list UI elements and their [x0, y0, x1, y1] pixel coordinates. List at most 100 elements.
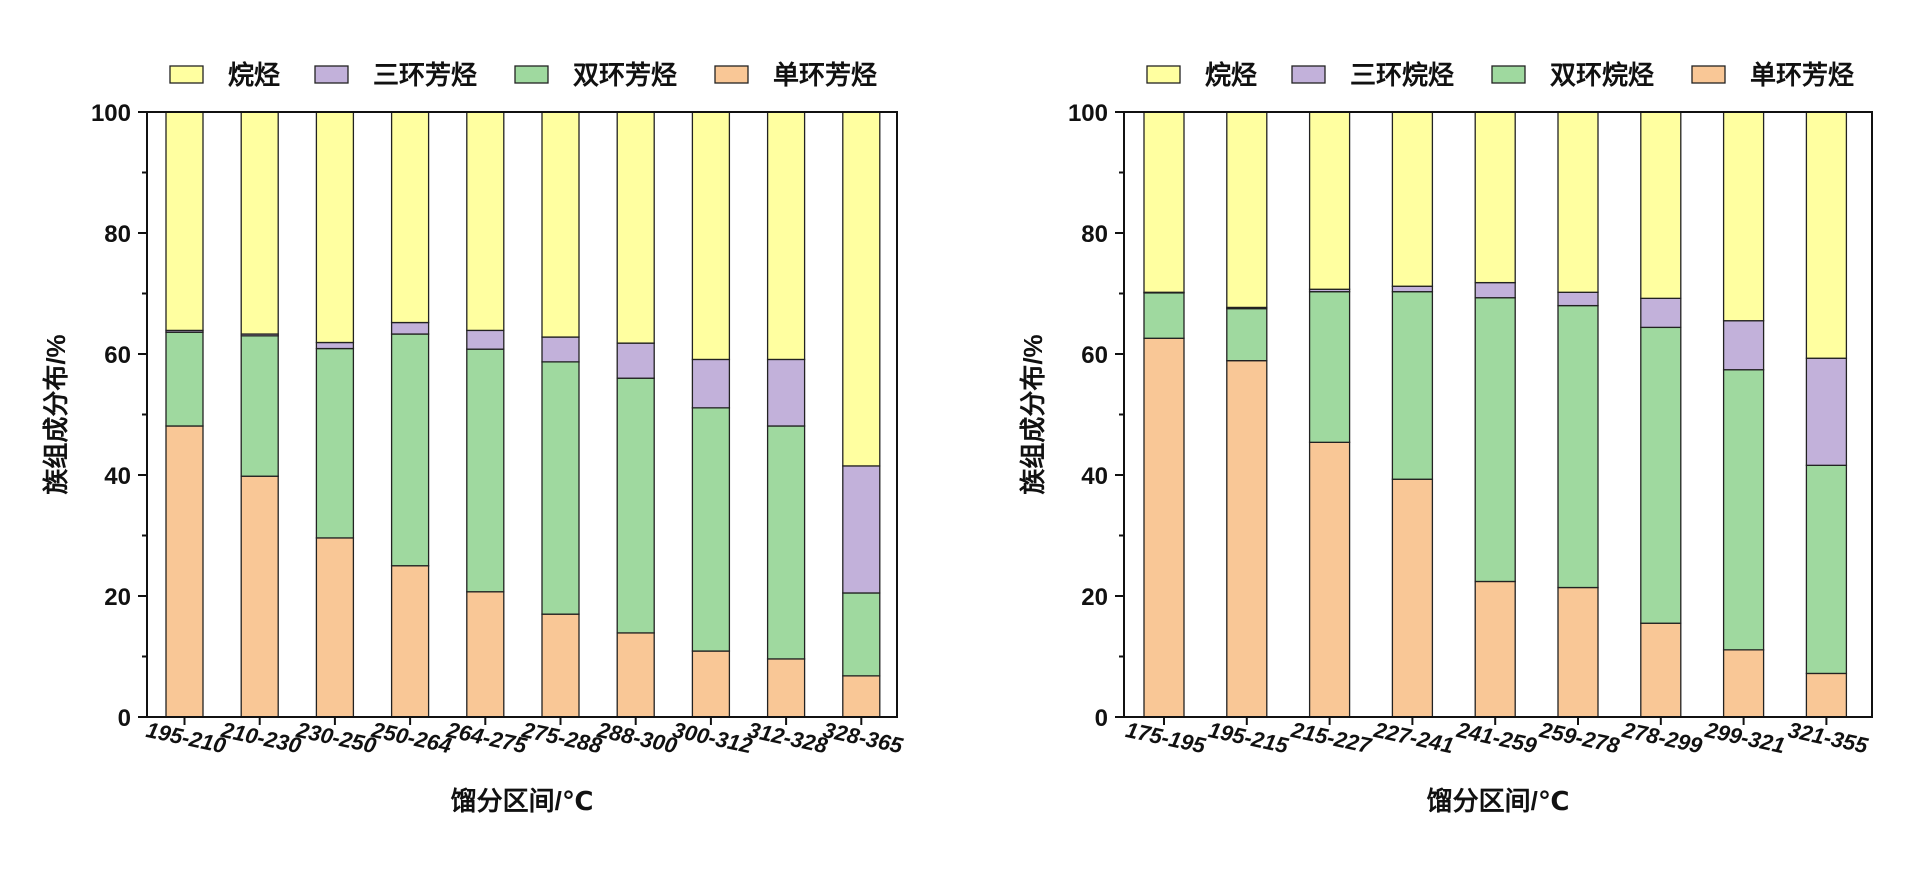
legend-label-tricyclic: 三环烷烃 — [1350, 60, 1454, 90]
y-tick-label: 0 — [1095, 705, 1108, 732]
bar-bicyclic-278-299 — [1640, 326, 1682, 624]
y-tick-label: 40 — [104, 463, 131, 490]
bar-alkanes-259-278 — [1557, 111, 1599, 293]
bar-tricyclic-259-278 — [1557, 291, 1599, 307]
bar-tricyclic-299-321 — [1722, 320, 1765, 371]
x-tick-label: 299-321 — [1702, 717, 1787, 758]
bar-bicyclic-288-300 — [616, 377, 655, 634]
bar-monocyclic-321-355 — [1805, 672, 1848, 718]
x-tick-label: 321-355 — [1786, 717, 1871, 758]
bar-tricyclic-288-300 — [616, 342, 655, 379]
bar-tricyclic-264-275 — [466, 329, 505, 350]
bar-tricyclic-328-365 — [842, 465, 881, 594]
y-tick-label: 20 — [104, 584, 131, 611]
bar-bicyclic-195-215 — [1226, 307, 1268, 362]
bar-monocyclic-299-321 — [1722, 649, 1765, 718]
y-axis-title: 族组成分布/% — [1018, 334, 1048, 494]
right-chart: 175-195195-215215-227227-241241-259259-2… — [1018, 60, 1873, 816]
legend-swatch-tricyclic — [1291, 65, 1326, 84]
legend-label-monocyclic: 单环芳烃 — [773, 60, 877, 90]
legend-swatch-monocyclic — [714, 65, 749, 84]
bar-monocyclic-312-328 — [766, 658, 806, 718]
bar-alkanes-215-227 — [1308, 111, 1351, 290]
x-tick-label: 215-227 — [1288, 717, 1375, 759]
bar-bicyclic-300-312 — [691, 407, 731, 652]
y-tick-label: 60 — [104, 342, 131, 369]
bar-bicyclic-264-275 — [466, 348, 505, 593]
x-tick-label: 275-288 — [519, 717, 605, 759]
bar-tricyclic-321-355 — [1805, 357, 1848, 466]
bar-alkanes-299-321 — [1722, 111, 1765, 322]
bar-bicyclic-250-264 — [390, 333, 430, 567]
x-tick-label: 259-278 — [1536, 717, 1622, 759]
x-tick-label: 328-365 — [821, 717, 906, 758]
bar-monocyclic-250-264 — [390, 565, 430, 718]
bar-monocyclic-175-195 — [1143, 337, 1185, 718]
bar-bicyclic-195-210 — [165, 331, 204, 427]
bar-tricyclic-278-299 — [1640, 297, 1682, 329]
bar-bicyclic-275-288 — [541, 361, 580, 615]
legend-label-bicyclic: 双环芳烃 — [573, 60, 677, 90]
bar-bicyclic-328-365 — [842, 592, 881, 677]
legend-label-bicyclic: 双环烷烃 — [1550, 60, 1654, 90]
bar-alkanes-210-230 — [240, 111, 279, 335]
legend-swatch-monocyclic — [1691, 65, 1726, 84]
bar-alkanes-195-215 — [1226, 111, 1268, 309]
bar-monocyclic-210-230 — [240, 475, 279, 718]
bar-monocyclic-227-241 — [1391, 478, 1434, 718]
bar-monocyclic-215-227 — [1308, 441, 1351, 718]
x-tick-label: 195-210 — [144, 717, 229, 758]
y-tick-label: 100 — [91, 100, 131, 127]
legend: 烷烃 三环烷烃 双环烷烃 单环芳烃 — [1146, 60, 1854, 90]
bar-monocyclic-195-215 — [1226, 360, 1268, 718]
y-tick-label: 80 — [104, 221, 131, 248]
bar-bicyclic-210-230 — [240, 335, 279, 477]
x-tick-label: 210-230 — [218, 717, 304, 759]
bar-monocyclic-328-365 — [842, 675, 881, 718]
y-tick-label: 100 — [1068, 100, 1108, 127]
legend-swatch-alkanes — [1146, 65, 1181, 84]
bar-monocyclic-195-210 — [165, 425, 204, 718]
bar-tricyclic-275-288 — [541, 336, 580, 363]
y-axis-title: 族组成分布/% — [41, 334, 71, 494]
bar-alkanes-195-210 — [165, 111, 204, 332]
x-tick-label: 264-275 — [444, 717, 530, 759]
x-axis-title: 馏分区间/℃ — [451, 786, 594, 816]
bar-bicyclic-299-321 — [1722, 369, 1765, 651]
y-tick-label: 60 — [1081, 342, 1108, 369]
legend-swatch-tricyclic — [314, 65, 349, 84]
x-tick-label: 241-259 — [1454, 717, 1540, 759]
x-tick-label: 175-195 — [1123, 717, 1208, 758]
bar-bicyclic-227-241 — [1391, 291, 1434, 480]
bar-alkanes-312-328 — [766, 111, 806, 361]
bar-monocyclic-259-278 — [1557, 586, 1599, 718]
bar-alkanes-288-300 — [616, 111, 655, 344]
legend-label-alkanes: 烷烃 — [1205, 60, 1257, 90]
bar-bicyclic-215-227 — [1308, 291, 1351, 443]
bar-monocyclic-241-259 — [1474, 580, 1516, 718]
bar-alkanes-328-365 — [842, 111, 881, 467]
y-tick-label: 80 — [1081, 221, 1108, 248]
bar-monocyclic-278-299 — [1640, 622, 1682, 718]
y-tick-label: 40 — [1081, 463, 1108, 490]
legend-label-alkanes: 烷烃 — [228, 60, 280, 90]
bar-bicyclic-241-259 — [1474, 297, 1516, 583]
bar-tricyclic-312-328 — [766, 358, 806, 427]
bar-bicyclic-321-355 — [1805, 464, 1848, 675]
bar-bicyclic-259-278 — [1557, 304, 1599, 589]
bar-tricyclic-241-259 — [1474, 281, 1516, 299]
legend-swatch-bicyclic — [514, 65, 549, 84]
y-tick-label: 0 — [118, 705, 131, 732]
legend-swatch-alkanes — [169, 65, 204, 84]
x-tick-label: 288-300 — [594, 717, 680, 759]
x-tick-label: 195-215 — [1206, 717, 1291, 758]
legend-label-monocyclic: 单环芳烃 — [1750, 60, 1854, 90]
left-chart: 195-210210-230230-250250-264264-275275-2… — [41, 60, 906, 816]
x-axis-title: 馏分区间/℃ — [1427, 786, 1570, 816]
bar-bicyclic-175-195 — [1143, 292, 1185, 339]
bar-alkanes-275-288 — [541, 111, 580, 338]
bar-alkanes-321-355 — [1805, 111, 1848, 359]
bar-monocyclic-288-300 — [616, 632, 655, 718]
bar-alkanes-241-259 — [1474, 111, 1516, 284]
